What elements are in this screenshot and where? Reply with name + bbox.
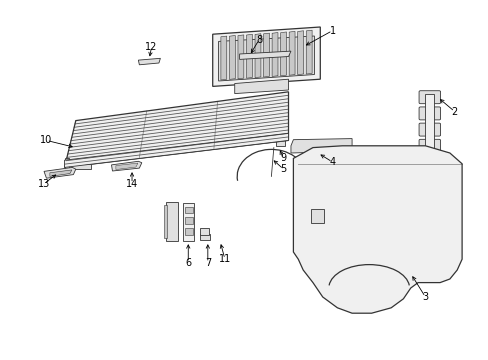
Polygon shape bbox=[297, 31, 303, 75]
Text: 3: 3 bbox=[422, 292, 427, 302]
Polygon shape bbox=[218, 36, 314, 81]
Polygon shape bbox=[50, 170, 72, 176]
Polygon shape bbox=[238, 35, 244, 79]
Polygon shape bbox=[305, 30, 311, 74]
Text: 6: 6 bbox=[185, 258, 191, 268]
Polygon shape bbox=[255, 34, 261, 78]
Text: 12: 12 bbox=[145, 42, 158, 52]
Text: 13: 13 bbox=[38, 179, 50, 189]
Text: 8: 8 bbox=[256, 35, 262, 45]
Polygon shape bbox=[288, 31, 294, 75]
Text: 5: 5 bbox=[280, 164, 286, 174]
Polygon shape bbox=[64, 92, 288, 167]
FancyBboxPatch shape bbox=[418, 91, 440, 104]
Polygon shape bbox=[280, 32, 286, 76]
Text: 1: 1 bbox=[329, 26, 335, 36]
Bar bbox=[425, 94, 433, 149]
Polygon shape bbox=[290, 139, 351, 153]
Text: 10: 10 bbox=[40, 135, 53, 145]
Bar bbox=[200, 228, 209, 235]
Polygon shape bbox=[64, 133, 288, 167]
FancyBboxPatch shape bbox=[418, 107, 440, 120]
Bar bbox=[184, 207, 192, 213]
FancyBboxPatch shape bbox=[418, 139, 440, 152]
Text: 14: 14 bbox=[125, 179, 138, 189]
Bar bbox=[184, 217, 192, 224]
FancyBboxPatch shape bbox=[418, 123, 440, 136]
Polygon shape bbox=[229, 36, 235, 80]
Text: 7: 7 bbox=[204, 258, 210, 268]
Polygon shape bbox=[44, 167, 76, 178]
Bar bbox=[64, 158, 69, 169]
Bar bbox=[184, 228, 192, 235]
Text: 4: 4 bbox=[329, 157, 335, 167]
Bar bbox=[166, 202, 178, 241]
Polygon shape bbox=[212, 27, 320, 86]
Bar bbox=[199, 234, 210, 240]
Bar bbox=[310, 209, 324, 223]
Bar bbox=[276, 119, 285, 146]
Polygon shape bbox=[263, 33, 269, 77]
Bar bbox=[64, 164, 91, 169]
Polygon shape bbox=[138, 58, 160, 65]
Text: 11: 11 bbox=[218, 254, 231, 264]
Polygon shape bbox=[293, 146, 461, 313]
Polygon shape bbox=[111, 161, 142, 171]
Polygon shape bbox=[271, 32, 277, 76]
Text: 2: 2 bbox=[451, 107, 457, 117]
Bar bbox=[183, 203, 194, 241]
Polygon shape bbox=[246, 34, 252, 78]
Polygon shape bbox=[234, 79, 288, 94]
Polygon shape bbox=[239, 51, 290, 59]
Polygon shape bbox=[221, 36, 226, 80]
Text: 9: 9 bbox=[280, 153, 286, 163]
Bar bbox=[163, 205, 167, 238]
Polygon shape bbox=[116, 163, 138, 170]
